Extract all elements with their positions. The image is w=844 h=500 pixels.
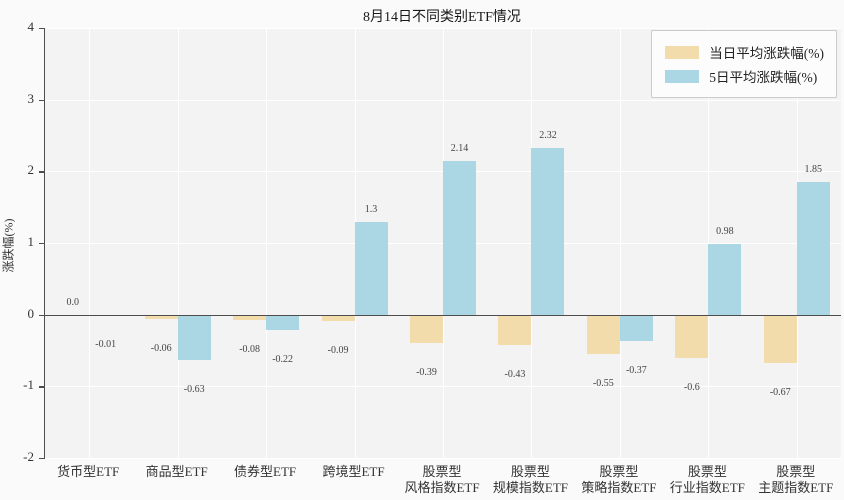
bar-value-label: -0.06 xyxy=(150,342,172,354)
y-tick-label: 4 xyxy=(27,19,35,34)
legend-swatch xyxy=(665,45,700,59)
gridline-h xyxy=(45,458,841,459)
y-tick-mark xyxy=(39,28,44,30)
bar-value-label: -0.43 xyxy=(504,369,526,381)
y-tick-mark xyxy=(39,243,44,245)
gridline-v xyxy=(89,28,91,458)
bar-5day-6 xyxy=(619,314,653,342)
legend-swatch xyxy=(665,69,700,83)
bar-daily-6 xyxy=(586,314,620,355)
gridline-v xyxy=(266,28,268,458)
bar-daily-5 xyxy=(498,314,532,346)
gridline-v xyxy=(619,28,621,458)
gridline-v xyxy=(177,28,179,458)
zero-line xyxy=(45,314,841,316)
y-tick-mark xyxy=(39,99,44,101)
bar-value-label: -0.6 xyxy=(683,381,700,393)
bar-daily-2 xyxy=(233,314,267,321)
y-tick-label: 3 xyxy=(27,90,35,106)
bar-daily-1 xyxy=(144,314,178,319)
bar-value-label: -0.01 xyxy=(95,339,117,351)
bar-5day-7 xyxy=(708,244,742,315)
bar-5day-2 xyxy=(266,314,300,331)
y-tick-mark xyxy=(39,314,44,316)
plot-area: 0.0 -0.06 -0.08 -0.09 -0.39 -0.43 -0.55 -0.6 -0.… xyxy=(44,28,841,459)
bar-value-label: -0.63 xyxy=(183,383,205,395)
x-tick-label: 股票型 主题指数ETF xyxy=(758,464,834,495)
bar-5day-1 xyxy=(177,314,211,360)
y-tick-mark xyxy=(39,386,44,388)
bar-value-label: -0.37 xyxy=(625,365,647,377)
x-tick-label: 债券型ETF xyxy=(234,464,297,479)
legend-item-daily: 当日平均涨跌幅(%) xyxy=(665,42,824,62)
bar-5day-8 xyxy=(796,182,830,315)
y-tick-mark xyxy=(39,458,44,460)
bar-value-label: -0.09 xyxy=(327,345,349,357)
bar-5day-3 xyxy=(354,221,388,315)
bar-value-label: -0.55 xyxy=(592,378,614,390)
y-tick-label: -1 xyxy=(23,377,34,393)
bar-daily-7 xyxy=(675,314,709,358)
bar-daily-3 xyxy=(321,314,355,322)
bar-value-label: 0.98 xyxy=(716,226,734,238)
x-tick-label: 股票型 规模指数ETF xyxy=(492,464,568,495)
y-tick-label: 2 xyxy=(27,162,35,178)
x-tick-label: 货币型ETF xyxy=(57,464,120,479)
x-tick-label: 商品型ETF xyxy=(145,464,208,479)
x-tick-label: 股票型 策略指数ETF xyxy=(581,464,657,495)
x-tick-label: 股票型 风格指数ETF xyxy=(404,464,480,495)
bar-value-label: -0.39 xyxy=(416,366,437,378)
bar-value-label: 2.14 xyxy=(450,143,469,155)
bar-value-label: -0.67 xyxy=(769,386,791,398)
bar-value-label: 1.3 xyxy=(364,203,378,215)
legend-item-5day: 5日平均涨跌幅(%) xyxy=(665,66,824,86)
bar-5day-5 xyxy=(531,148,565,315)
chart-title: 8月14日不同类别ETF情况 xyxy=(363,10,521,25)
legend-label: 当日平均涨跌幅(%) xyxy=(709,46,824,61)
bar-daily-4 xyxy=(410,314,443,343)
bar-5day-4 xyxy=(443,161,476,315)
bar-value-label: 0.0 xyxy=(66,296,79,308)
y-tick-label: 0 xyxy=(27,305,35,321)
y-tick-mark xyxy=(39,171,44,173)
x-tick-label: 跨境型ETF xyxy=(322,464,385,479)
bar-value-label: -0.08 xyxy=(239,344,261,356)
legend-label: 5日平均涨跌幅(%) xyxy=(709,70,818,85)
bar-daily-8 xyxy=(763,314,797,363)
bar-value-label: 1.85 xyxy=(804,164,823,176)
bar-value-label: 2.32 xyxy=(539,130,557,142)
y-tick-label: -2 xyxy=(23,449,34,464)
x-tick-label: 股票型 行业指数ETF xyxy=(669,464,745,495)
y-tick-label: 1 xyxy=(27,234,35,249)
legend: 当日平均涨跌幅(%) 5日平均涨跌幅(%) xyxy=(651,30,837,98)
gridline-v xyxy=(708,28,710,458)
bar-value-label: -0.22 xyxy=(272,354,294,366)
